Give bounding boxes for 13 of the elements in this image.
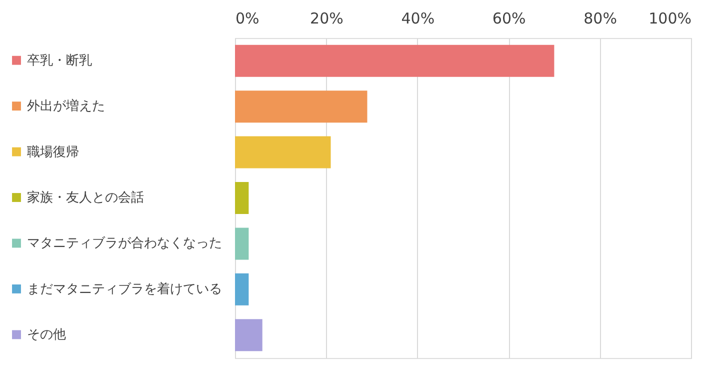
x-tick-label: 40% [401,10,435,28]
legend-label: マタニティブラが合わなくなった [27,236,222,252]
legend-label: まだマタニティブラを着けている [27,280,222,297]
legend-label: 外出が増えた [27,98,105,114]
legend-label: その他 [27,328,66,343]
x-tick-label: 0% [236,10,260,28]
x-tick-label: 80% [584,10,617,28]
legend-label: 卒乳・断乳 [27,53,92,68]
x-tick-label: 20% [310,10,344,28]
legend-label: 家族・友人との会話 [27,190,144,206]
x-tick-label: 100% [648,10,692,28]
x-tick-label: 60% [492,10,526,28]
legend-label: 職場復帰 [27,144,79,160]
